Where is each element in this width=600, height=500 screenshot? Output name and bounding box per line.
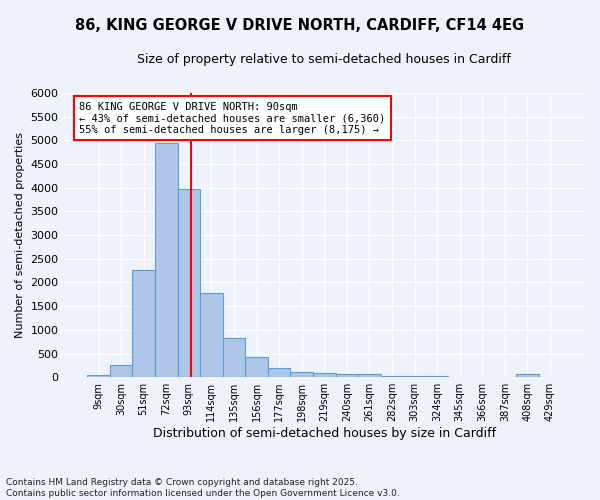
Bar	[290, 372, 313, 377]
X-axis label: Distribution of semi-detached houses by size in Cardiff: Distribution of semi-detached houses by …	[153, 427, 496, 440]
Bar	[87, 375, 110, 377]
Bar	[245, 358, 268, 377]
Bar	[403, 376, 426, 377]
Text: Contains HM Land Registry data © Crown copyright and database right 2025.
Contai: Contains HM Land Registry data © Crown c…	[6, 478, 400, 498]
Bar	[381, 376, 403, 377]
Bar	[200, 294, 223, 377]
Bar	[133, 270, 155, 377]
Bar	[223, 338, 245, 377]
Text: 86 KING GEORGE V DRIVE NORTH: 90sqm
← 43% of semi-detached houses are smaller (6: 86 KING GEORGE V DRIVE NORTH: 90sqm ← 43…	[79, 102, 385, 135]
Bar	[110, 366, 133, 377]
Bar	[313, 374, 335, 377]
Bar	[516, 374, 539, 377]
Bar	[155, 143, 178, 377]
Bar	[426, 376, 448, 377]
Bar	[268, 368, 290, 377]
Text: 86, KING GEORGE V DRIVE NORTH, CARDIFF, CF14 4EG: 86, KING GEORGE V DRIVE NORTH, CARDIFF, …	[76, 18, 524, 32]
Bar	[335, 374, 358, 377]
Bar	[178, 189, 200, 377]
Title: Size of property relative to semi-detached houses in Cardiff: Size of property relative to semi-detach…	[137, 52, 511, 66]
Y-axis label: Number of semi-detached properties: Number of semi-detached properties	[15, 132, 25, 338]
Bar	[358, 374, 381, 377]
